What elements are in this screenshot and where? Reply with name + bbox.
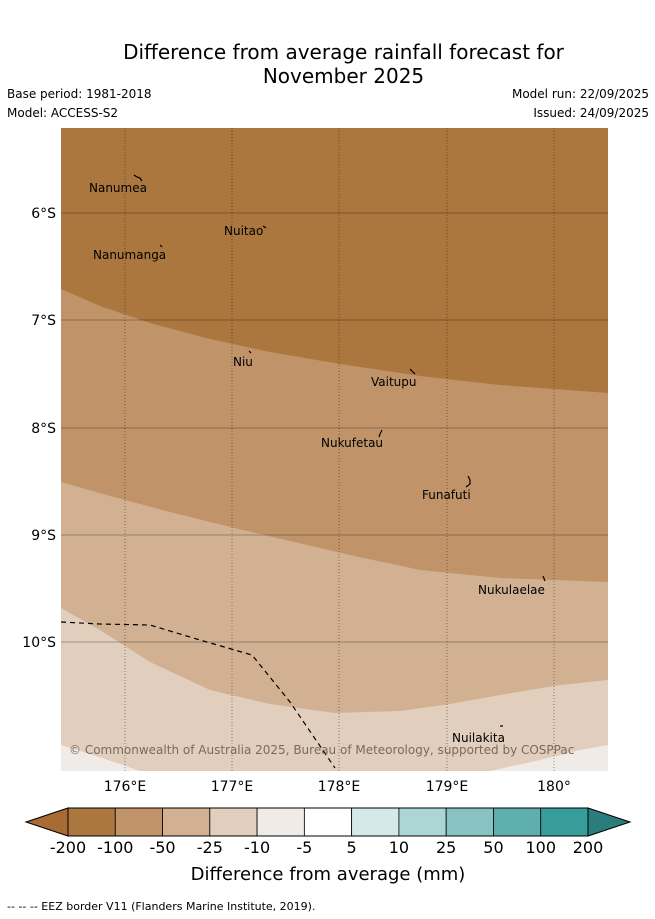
lat-label-8s: 8°S	[31, 421, 56, 437]
base-period: Base period: 1981-2018	[7, 87, 152, 101]
colorbar-tick-label: 5	[347, 838, 357, 857]
colorbar-swatches	[67, 807, 589, 837]
colorbar-tick-label: -100	[97, 838, 133, 857]
colorbar-frame	[67, 807, 589, 837]
eez-border	[61, 621, 336, 769]
colorbar: -200 -100 -50 -25 -10 -5 5 10 25 50 100 200 Differe…	[24, 807, 632, 885]
colorbar-ticks: -200 -100 -50 -25 -10 -5 5 10 25 50 100 200	[50, 838, 603, 857]
longitude-labels: 176°E 177°E 178°E 179°E 180°	[104, 779, 571, 795]
lat-label-10s: 10°S	[22, 635, 56, 651]
lat-label-6s: 6°S	[31, 206, 56, 222]
place-labels: Nanumea Nuitao Nanumanga Niu Vaitupu Nuk…	[89, 181, 545, 745]
place-nanumea: Nanumea	[89, 181, 147, 195]
issued-date: Issued: 24/09/2025	[533, 106, 649, 120]
colorbar-swatch	[540, 807, 589, 837]
colorbar-tick-label: -25	[197, 838, 223, 857]
island-shapes	[133, 174, 546, 727]
colorbar-tick-label: -200	[50, 838, 86, 857]
colorbar-swatch	[445, 807, 494, 837]
latitude-labels: 6°S 7°S 8°S 9°S 10°S	[22, 206, 56, 651]
lat-label-7s: 7°S	[31, 313, 56, 329]
colorbar-swatch	[303, 807, 353, 837]
lon-label-178e: 178°E	[318, 779, 361, 795]
colorbar-swatch	[256, 807, 305, 837]
colorbar-tick-label: 25	[436, 838, 456, 857]
model-name: Model: ACCESS-S2	[7, 106, 119, 120]
colorbar-tick-label: -5	[296, 838, 312, 857]
colorbar-tick-label: 10	[389, 838, 409, 857]
latitude-gridlines	[61, 212, 608, 643]
place-nuilakita: Nuilakita	[452, 731, 505, 745]
colorbar-tick-label: 50	[483, 838, 503, 857]
colorbar-label: Difference from average (mm)	[191, 864, 466, 885]
colorbar-swatch	[162, 807, 211, 837]
lon-label-176e: 176°E	[104, 779, 147, 795]
colorbar-low-extend	[24, 807, 69, 837]
band-minus-10-to-5-west	[61, 745, 140, 771]
eez-legend-note: -- -- -- EEZ border V11 (Flanders Marine…	[7, 900, 316, 913]
title-line-1: Difference from average rainfall forecas…	[123, 40, 564, 64]
colorbar-tick-label: -50	[149, 838, 175, 857]
place-vaitupu: Vaitupu	[371, 375, 417, 389]
colorbar-high-extend	[587, 807, 632, 837]
place-nukulaelae: Nukulaelae	[478, 583, 545, 597]
colorbar-tick-label: -10	[244, 838, 270, 857]
copyright-notice: © Commonwealth of Australia 2025, Bureau…	[69, 743, 574, 757]
place-nanumanga: Nanumanga	[93, 248, 166, 262]
place-funafuti: Funafuti	[422, 488, 471, 502]
longitude-gridlines	[124, 128, 555, 771]
lon-label-179e: 179°E	[426, 779, 469, 795]
colorbar-tick-label: 200	[573, 838, 604, 857]
colorbar-swatch	[67, 807, 116, 837]
title-line-2: November 2025	[262, 64, 425, 88]
lon-label-177e: 177°E	[211, 779, 254, 795]
place-nukufetau: Nukufetau	[321, 436, 383, 450]
map-area: Nanumea Nuitao Nanumanga Niu Vaitupu Nuk…	[61, 128, 608, 771]
band-minus-25-to-10	[61, 608, 608, 771]
colorbar-swatch	[398, 807, 447, 837]
colorbar-tick-label: 100	[525, 838, 556, 857]
colorbar-swatch	[351, 807, 400, 837]
place-nuitao: Nuitao	[224, 224, 263, 238]
colorbar-swatch	[493, 807, 542, 837]
lat-label-9s: 9°S	[31, 528, 56, 544]
place-niu: Niu	[233, 355, 253, 369]
colorbar-swatch	[209, 807, 258, 837]
model-run-date: Model run: 22/09/2025	[511, 87, 649, 101]
colorbar-swatch	[114, 807, 163, 837]
lon-label-180: 180°	[537, 779, 571, 795]
map-title: Difference from average rainfall forecas…	[0, 40, 655, 88]
band-minus-10-to-5-east	[490, 745, 608, 771]
